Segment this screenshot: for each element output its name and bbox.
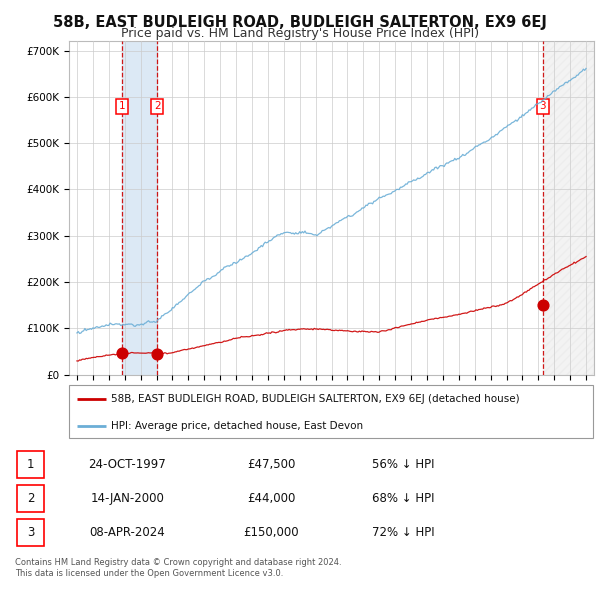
Point [152,349,162,359]
Bar [122,41,157,375]
Point [117,348,127,358]
Text: 72% ↓ HPI: 72% ↓ HPI [373,526,435,539]
Text: £150,000: £150,000 [244,526,299,539]
FancyBboxPatch shape [17,485,44,512]
Text: Price paid vs. HM Land Registry's House Price Index (HPI): Price paid vs. HM Land Registry's House … [121,27,479,40]
Text: Contains HM Land Registry data © Crown copyright and database right 2024.
This d: Contains HM Land Registry data © Crown c… [15,558,341,578]
Text: 3: 3 [539,101,546,111]
Text: 3: 3 [27,526,34,539]
Text: £44,000: £44,000 [247,492,295,505]
Text: 58B, EAST BUDLEIGH ROAD, BUDLEIGH SALTERTON, EX9 6EJ: 58B, EAST BUDLEIGH ROAD, BUDLEIGH SALTER… [53,15,547,30]
Text: 56% ↓ HPI: 56% ↓ HPI [373,458,435,471]
Point [538,300,547,310]
Text: 2: 2 [26,492,34,505]
Text: 24-OCT-1997: 24-OCT-1997 [88,458,166,471]
FancyBboxPatch shape [17,519,44,546]
FancyBboxPatch shape [69,385,593,438]
Text: 08-APR-2024: 08-APR-2024 [89,526,165,539]
Text: 1: 1 [118,101,125,111]
Text: 58B, EAST BUDLEIGH ROAD, BUDLEIGH SALTERTON, EX9 6EJ (detached house): 58B, EAST BUDLEIGH ROAD, BUDLEIGH SALTER… [111,394,520,404]
Text: 2: 2 [154,101,160,111]
Text: £47,500: £47,500 [247,458,295,471]
Text: HPI: Average price, detached house, East Devon: HPI: Average price, detached house, East… [111,421,363,431]
Text: 14-JAN-2000: 14-JAN-2000 [90,492,164,505]
FancyBboxPatch shape [17,451,44,478]
Bar [542,41,594,375]
Text: 1: 1 [26,458,34,471]
Text: 68% ↓ HPI: 68% ↓ HPI [373,492,435,505]
